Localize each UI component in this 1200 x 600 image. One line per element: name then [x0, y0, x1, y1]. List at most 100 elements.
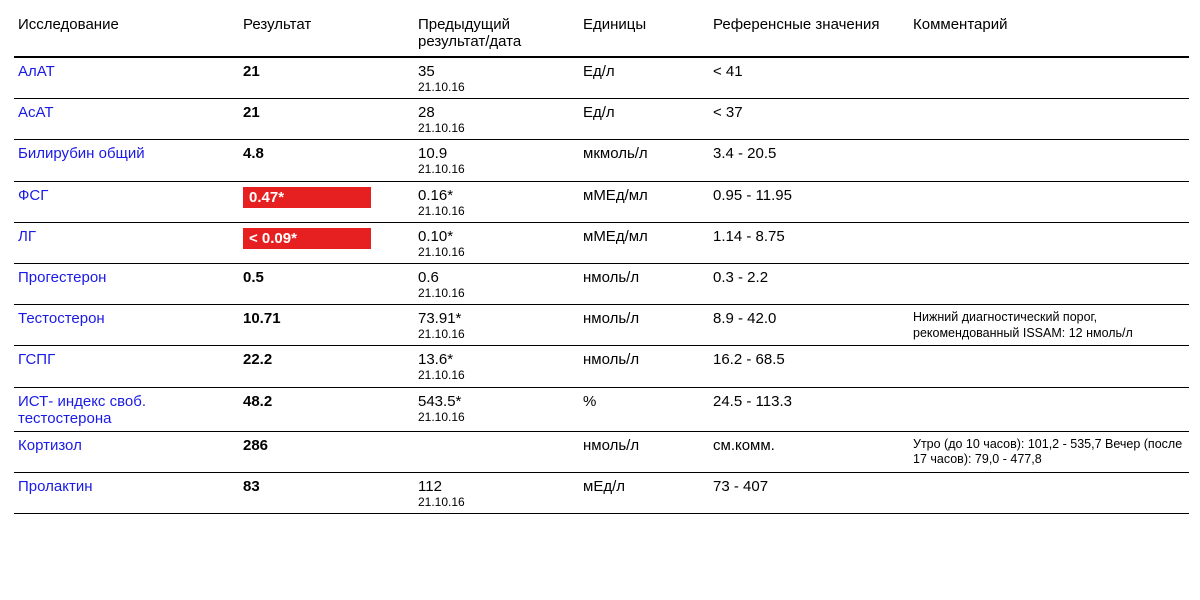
result-cell: 48.2 — [239, 387, 414, 431]
reference-cell: 1.14 - 8.75 — [709, 222, 909, 263]
previous-cell: 0.10*21.10.16 — [414, 222, 579, 263]
previous-date: 21.10.16 — [418, 410, 575, 424]
table-row: ФСГ0.47*0.16*21.10.16мМЕд/мл0.95 - 11.95 — [14, 181, 1189, 222]
comment-cell — [909, 346, 1189, 387]
table-row: Прогестерон0.50.621.10.16нмоль/л0.3 - 2.… — [14, 263, 1189, 304]
reference-cell: 0.95 - 11.95 — [709, 181, 909, 222]
result-cell: 286 — [239, 431, 414, 472]
previous-cell: 10.921.10.16 — [414, 140, 579, 181]
test-name-cell: Пролактин — [14, 472, 239, 513]
units-cell: Ед/л — [579, 99, 709, 140]
previous-date: 21.10.16 — [418, 80, 575, 94]
previous-value: 10.9 — [418, 145, 575, 162]
result-cell: 10.71 — [239, 305, 414, 346]
reference-cell: 0.3 - 2.2 — [709, 263, 909, 304]
table-row: АлАТ213521.10.16Ед/л< 41 — [14, 57, 1189, 99]
result-cell: 83 — [239, 472, 414, 513]
units-cell: нмоль/л — [579, 263, 709, 304]
previous-value: 0.6 — [418, 269, 575, 286]
result-cell: < 0.09* — [239, 222, 414, 263]
test-name-cell: АлАТ — [14, 57, 239, 99]
previous-cell: 0.621.10.16 — [414, 263, 579, 304]
previous-date: 21.10.16 — [418, 204, 575, 218]
previous-date: 21.10.16 — [418, 368, 575, 382]
table-row: АсАТ212821.10.16Ед/л< 37 — [14, 99, 1189, 140]
previous-cell: 73.91*21.10.16 — [414, 305, 579, 346]
previous-date: 21.10.16 — [418, 327, 575, 341]
test-name-cell: Билирубин общий — [14, 140, 239, 181]
table-row: Тестостерон10.7173.91*21.10.16нмоль/л8.9… — [14, 305, 1189, 346]
previous-date: 21.10.16 — [418, 286, 575, 300]
lab-results-table: Исследование Результат Предыдущий резуль… — [14, 10, 1189, 514]
comment-cell: Нижний диагностический порог, рекомендов… — [909, 305, 1189, 346]
previous-value: 13.6* — [418, 351, 575, 368]
units-cell: мкмоль/л — [579, 140, 709, 181]
previous-cell: 0.16*21.10.16 — [414, 181, 579, 222]
comment-cell — [909, 181, 1189, 222]
test-name-cell: ГСПГ — [14, 346, 239, 387]
test-name-cell: Прогестерон — [14, 263, 239, 304]
units-cell: Ед/л — [579, 57, 709, 99]
test-name-cell: ФСГ — [14, 181, 239, 222]
units-cell: мМЕд/мл — [579, 222, 709, 263]
reference-cell: 16.2 - 68.5 — [709, 346, 909, 387]
comment-cell: Утро (до 10 часов): 101,2 - 535,7 Вечер … — [909, 431, 1189, 472]
comment-cell — [909, 472, 1189, 513]
previous-value: 0.16* — [418, 187, 575, 204]
previous-date: 21.10.16 — [418, 162, 575, 176]
units-cell: нмоль/л — [579, 431, 709, 472]
table-row: Пролактин8311221.10.16мЕд/л73 - 407 — [14, 472, 1189, 513]
previous-cell: 2821.10.16 — [414, 99, 579, 140]
reference-cell: 73 - 407 — [709, 472, 909, 513]
previous-value: 112 — [418, 478, 575, 495]
col-ref: Референсные значения — [709, 10, 909, 57]
header-row: Исследование Результат Предыдущий резуль… — [14, 10, 1189, 57]
table-row: ИСТ- индекс своб. тестостерона48.2543.5*… — [14, 387, 1189, 431]
reference-cell: 3.4 - 20.5 — [709, 140, 909, 181]
previous-cell — [414, 431, 579, 472]
table-row: ГСПГ22.213.6*21.10.16нмоль/л16.2 - 68.5 — [14, 346, 1189, 387]
comment-cell — [909, 57, 1189, 99]
test-name-cell: АсАТ — [14, 99, 239, 140]
test-name-cell: ЛГ — [14, 222, 239, 263]
reference-cell: < 37 — [709, 99, 909, 140]
units-cell: нмоль/л — [579, 305, 709, 346]
reference-cell: 8.9 - 42.0 — [709, 305, 909, 346]
previous-date: 21.10.16 — [418, 245, 575, 259]
result-cell: 4.8 — [239, 140, 414, 181]
units-cell: мЕд/л — [579, 472, 709, 513]
result-flag: < 0.09* — [243, 228, 371, 249]
previous-value: 543.5* — [418, 393, 575, 410]
reference-cell: 24.5 - 113.3 — [709, 387, 909, 431]
reference-cell: < 41 — [709, 57, 909, 99]
previous-value: 35 — [418, 63, 575, 80]
result-cell: 21 — [239, 57, 414, 99]
col-prev: Предыдущий результат/дата — [414, 10, 579, 57]
units-cell: % — [579, 387, 709, 431]
previous-cell: 3521.10.16 — [414, 57, 579, 99]
result-flag: 0.47* — [243, 187, 371, 208]
previous-value: 28 — [418, 104, 575, 121]
comment-cell — [909, 99, 1189, 140]
table-row: Кортизол286 нмоль/лсм.комм.Утро (до 10 ча… — [14, 431, 1189, 472]
table-row: ЛГ< 0.09*0.10*21.10.16мМЕд/мл1.14 - 8.75 — [14, 222, 1189, 263]
units-cell: нмоль/л — [579, 346, 709, 387]
comment-cell — [909, 140, 1189, 181]
result-cell: 21 — [239, 99, 414, 140]
col-result: Результат — [239, 10, 414, 57]
test-name-cell: Кортизол — [14, 431, 239, 472]
comment-cell — [909, 222, 1189, 263]
previous-cell: 11221.10.16 — [414, 472, 579, 513]
previous-date: 21.10.16 — [418, 121, 575, 135]
result-cell: 0.5 — [239, 263, 414, 304]
previous-value: 73.91* — [418, 310, 575, 327]
result-cell: 22.2 — [239, 346, 414, 387]
test-name-cell: Тестостерон — [14, 305, 239, 346]
reference-cell: см.комм. — [709, 431, 909, 472]
result-cell: 0.47* — [239, 181, 414, 222]
test-name-cell: ИСТ- индекс своб. тестостерона — [14, 387, 239, 431]
previous-cell: 13.6*21.10.16 — [414, 346, 579, 387]
previous-value: 0.10* — [418, 228, 575, 245]
col-test: Исследование — [14, 10, 239, 57]
table-row: Билирубин общий4.810.921.10.16мкмоль/л3.… — [14, 140, 1189, 181]
